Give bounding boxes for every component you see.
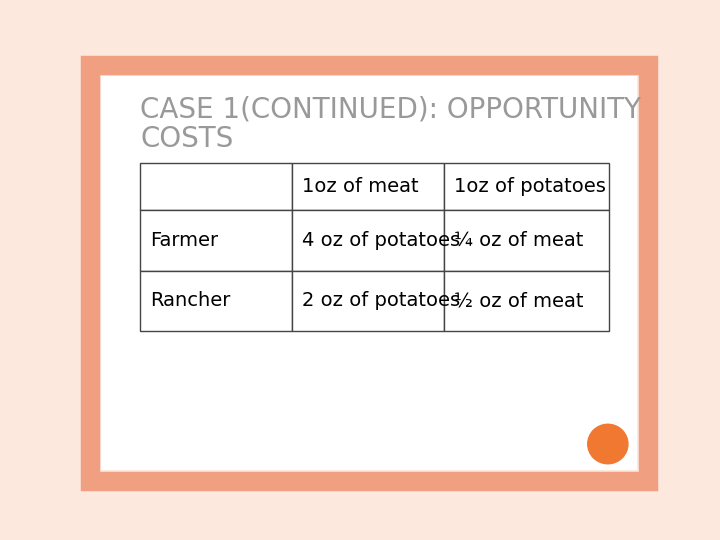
Text: 1oz of potatoes: 1oz of potatoes [454, 177, 606, 196]
Bar [140, 163, 292, 210]
Text: Farmer: Farmer [150, 231, 218, 250]
Text: CASE 1(CONTINUED): OPPORTUNITY: CASE 1(CONTINUED): OPPORTUNITY [140, 96, 642, 124]
Text: 4 oz of potatoes: 4 oz of potatoes [302, 231, 460, 250]
Ellipse shape [588, 424, 628, 464]
Bar [140, 271, 292, 331]
Bar [444, 163, 609, 210]
Text: 2 oz of potatoes: 2 oz of potatoes [302, 291, 460, 310]
Bar [444, 271, 609, 331]
Text: ¼ oz of meat: ¼ oz of meat [454, 231, 583, 250]
Text: Rancher: Rancher [150, 291, 230, 310]
Bar [140, 210, 292, 271]
Bar [292, 271, 444, 331]
Text: ½ oz of meat: ½ oz of meat [454, 291, 583, 310]
Text: 1oz of meat: 1oz of meat [302, 177, 418, 196]
Bar [292, 163, 444, 210]
Bar [444, 210, 609, 271]
Bar [292, 210, 444, 271]
Text: COSTS: COSTS [140, 125, 233, 153]
